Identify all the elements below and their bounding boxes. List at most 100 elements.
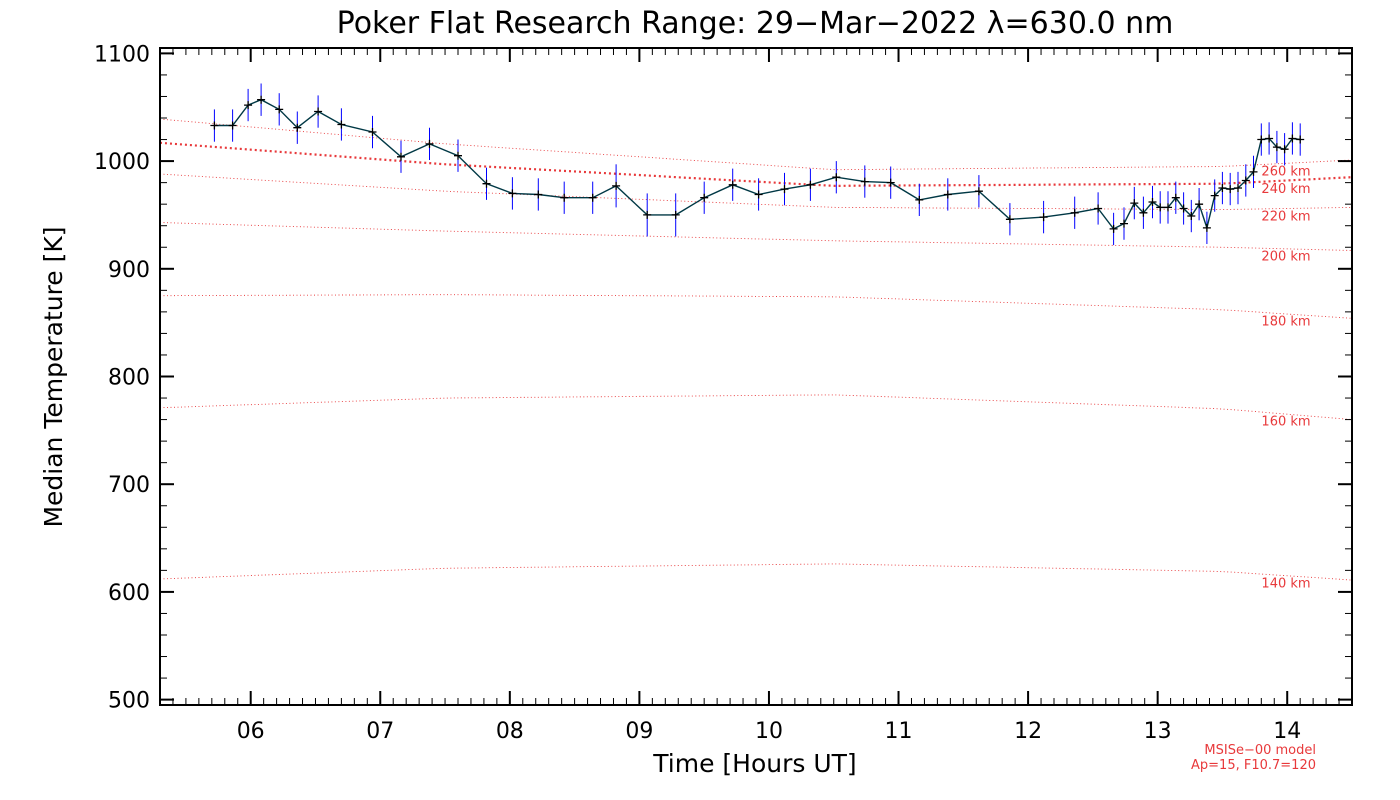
altitude-label-260km: 260 km [1261, 165, 1310, 180]
data-point [643, 210, 652, 219]
data-point [1070, 208, 1079, 217]
altitude-label-240km: 240 km [1261, 182, 1310, 197]
data-point [1195, 200, 1204, 209]
data-point [293, 123, 302, 132]
y-axis-label: Median Temperature [K] [39, 226, 68, 527]
y-tick-label: 700 [108, 473, 150, 498]
data-point [700, 193, 709, 202]
data-point [257, 95, 266, 104]
data-point [1257, 135, 1266, 144]
data-point [210, 121, 219, 130]
y-tick-label: 600 [108, 581, 150, 606]
data-point [1120, 219, 1128, 228]
altitude-label-220km: 220 km [1261, 210, 1310, 225]
data-point [1265, 134, 1274, 143]
y-tick-label: 900 [108, 258, 150, 283]
x-tick-label: 06 [237, 719, 265, 744]
data-point [1148, 198, 1157, 206]
data-point [915, 195, 924, 204]
data-point [860, 177, 869, 186]
data-point [886, 178, 895, 187]
data-point [244, 101, 253, 110]
model-curve-240km [159, 141, 1353, 188]
x-tick-label: 09 [625, 719, 653, 744]
data-point [612, 181, 621, 190]
model-curve-220km [159, 173, 1353, 210]
data-point [560, 193, 569, 202]
data-point [454, 151, 462, 160]
data-point [806, 180, 815, 189]
data-point [974, 187, 983, 196]
data-point [482, 179, 491, 188]
data-point [397, 152, 405, 161]
x-tick-label: 14 [1273, 719, 1301, 744]
data-point [368, 128, 377, 136]
data-point [228, 121, 237, 130]
data-point [1130, 199, 1139, 208]
axis-ticks [160, 48, 1352, 705]
data-point [754, 190, 763, 199]
model-curve-160km [159, 394, 1353, 421]
x-tick-label: 07 [366, 719, 394, 744]
data-point [1280, 145, 1289, 154]
altitude-label-180km: 180 km [1261, 315, 1310, 330]
model-curve-260km [159, 118, 1353, 171]
model-curve-200km [159, 222, 1353, 251]
y-tick-label: 800 [108, 366, 150, 391]
data-point [1249, 167, 1258, 176]
x-tick-label: 13 [1144, 719, 1172, 744]
model-curves [159, 118, 1353, 581]
data-point [728, 180, 737, 189]
data-point [943, 190, 952, 199]
model-note-line1: MSISe−00 model [1204, 743, 1316, 758]
data-point [1218, 184, 1227, 192]
data-point [1288, 134, 1297, 143]
data-point [1171, 193, 1180, 202]
data-point [534, 190, 543, 199]
data-point [1226, 185, 1235, 194]
data-point [314, 107, 323, 116]
data-point [1296, 135, 1305, 144]
data-point [671, 210, 680, 219]
x-tick-label: 11 [885, 719, 913, 744]
data-point [1179, 204, 1188, 213]
chart-title: Poker Flat Research Range: 29−Mar−2022 λ… [337, 6, 1174, 41]
data-point [1234, 184, 1242, 192]
data-point [1202, 223, 1211, 232]
data-point [1187, 212, 1196, 220]
data-point [1109, 224, 1118, 233]
data-series [210, 83, 1305, 246]
data-point [1210, 191, 1219, 200]
data-point [425, 139, 434, 148]
data-point [337, 120, 346, 129]
x-tick-label: 10 [755, 719, 783, 744]
altitude-label-200km: 200 km [1261, 250, 1310, 265]
x-tick-label: 08 [496, 719, 524, 744]
model-note-line2: Ap=15, F10.7=120 [1191, 758, 1316, 773]
y-tick-label: 1000 [94, 150, 150, 175]
model-curve-180km [159, 294, 1353, 319]
data-point [832, 173, 841, 182]
data-point [1039, 213, 1048, 222]
data-point [1094, 204, 1103, 213]
x-tick-label: 12 [1014, 719, 1042, 744]
model-curve-140km [159, 563, 1353, 581]
data-point [1139, 208, 1148, 217]
y-tick-label: 500 [108, 689, 150, 714]
altitude-label-160km: 160 km [1261, 415, 1310, 430]
data-point [508, 189, 517, 198]
altitude-labels: 260 km 240 km 220 km 200 km 180 km 160 km 140 … [1261, 165, 1310, 592]
x-axis-label: Time [Hours UT] [652, 749, 856, 778]
plot-frame [159, 47, 1353, 706]
data-point [275, 105, 284, 114]
data-point [588, 193, 597, 202]
data-point [1164, 203, 1172, 212]
data-point [1005, 215, 1014, 224]
data-point [1272, 143, 1281, 152]
data-point [1156, 203, 1165, 212]
data-point [780, 185, 789, 194]
data-point [1241, 176, 1250, 185]
altitude-label-140km: 140 km [1261, 576, 1310, 591]
y-tick-label: 1100 [94, 42, 150, 67]
